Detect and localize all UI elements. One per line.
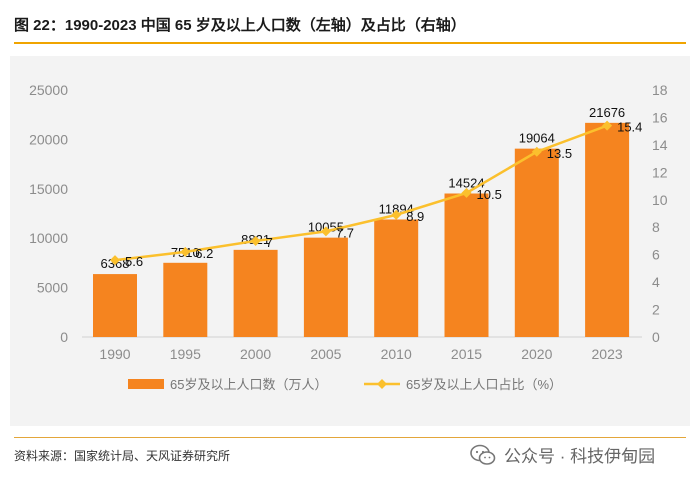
x-tick-label: 1990 xyxy=(99,346,130,362)
bar xyxy=(93,274,137,337)
watermark: 公众号 · 科技伊甸园 xyxy=(470,442,655,467)
x-tick-label: 2023 xyxy=(592,346,623,362)
legend-swatch-marker xyxy=(377,379,387,389)
right-tick-label: 14 xyxy=(652,137,668,153)
line-value-label: 8.9 xyxy=(406,209,424,224)
bar-value-label: 19064 xyxy=(519,131,555,146)
ratio-series-line xyxy=(114,124,608,262)
plot-background xyxy=(10,56,690,426)
bar-value-label: 21676 xyxy=(589,105,625,120)
legend-label-bar: 65岁及以上人口数（万人） xyxy=(170,377,327,392)
x-tick-label: 2015 xyxy=(451,346,482,362)
left-tick-label: 10000 xyxy=(29,230,68,246)
right-tick-label: 0 xyxy=(652,329,660,345)
combo-chart: 0 5000 10000 15000 20000 25000 0 2 4 6 8 10 12 14 16 1… xyxy=(10,56,690,426)
legend-swatch-bar xyxy=(128,379,164,389)
x-tick-label: 2020 xyxy=(521,346,552,362)
line-point xyxy=(391,209,402,220)
right-tick-label: 4 xyxy=(652,274,660,290)
right-tick-label: 6 xyxy=(652,247,660,263)
left-tick-label: 5000 xyxy=(37,280,68,296)
bar xyxy=(374,219,419,337)
bar xyxy=(163,262,208,337)
right-tick-label: 12 xyxy=(652,164,668,180)
page-title: 图 22：1990-2023 中国 65 岁及以上人口数（左轴）及占比（右轴） xyxy=(14,17,466,34)
watermark-text: 公众号 · 科技伊甸园 xyxy=(504,447,656,466)
x-tick-label: 2000 xyxy=(240,346,271,362)
line-point xyxy=(461,187,472,198)
line-value-label: 15.4 xyxy=(617,120,642,135)
line-value-label: 7 xyxy=(266,235,273,250)
title-divider xyxy=(14,42,686,44)
left-tick-label: 0 xyxy=(60,329,68,345)
right-tick-label: 16 xyxy=(652,109,668,125)
line-point xyxy=(250,235,261,246)
bar xyxy=(303,237,348,337)
line-value-label: 6.2 xyxy=(195,246,213,261)
line-point xyxy=(531,146,542,157)
bar xyxy=(585,122,630,337)
line-value-label: 5.6 xyxy=(125,254,143,269)
x-tick-label: 1995 xyxy=(170,346,201,362)
right-tick-label: 8 xyxy=(652,219,660,235)
left-tick-label: 15000 xyxy=(29,181,68,197)
line-point xyxy=(320,226,331,237)
bar xyxy=(233,249,278,337)
source-note: 资料来源：国家统计局、天风证券研究所 xyxy=(14,449,231,463)
bar xyxy=(514,148,559,337)
wechat-icon xyxy=(470,444,496,465)
footer-divider xyxy=(14,437,686,438)
bar xyxy=(444,193,489,337)
right-tick-label: 2 xyxy=(652,302,660,318)
line-point xyxy=(602,120,613,131)
left-tick-label: 25000 xyxy=(29,82,68,98)
line-value-label: 7.7 xyxy=(336,225,354,240)
line-value-label: 10.5 xyxy=(477,187,502,202)
x-tick-label: 2005 xyxy=(310,346,341,362)
x-tick-label: 2010 xyxy=(381,346,412,362)
line-value-label: 13.5 xyxy=(547,146,572,161)
line-point xyxy=(180,246,191,257)
right-tick-label: 18 xyxy=(652,82,668,98)
left-tick-label: 20000 xyxy=(29,131,68,147)
legend-label-line: 65岁及以上人口占比（%） xyxy=(406,377,562,392)
line-point xyxy=(110,255,120,266)
right-tick-label: 10 xyxy=(652,192,668,208)
